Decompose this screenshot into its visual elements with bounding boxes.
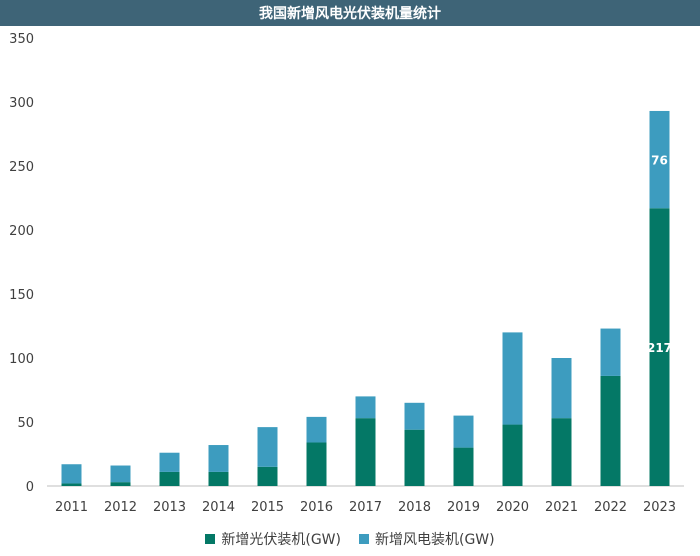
- data-label: 217: [647, 341, 672, 355]
- legend: 新增光伏装机(GW) 新增风电装机(GW): [0, 528, 700, 550]
- bar-wind-2021: [551, 358, 572, 419]
- x-tick-label: 2019: [447, 500, 480, 515]
- y-tick-label: 150: [9, 288, 34, 303]
- bar-solar-2016: [306, 442, 327, 486]
- y-tick-label: 200: [9, 224, 34, 239]
- bar-solar-2017: [355, 418, 376, 486]
- x-tick-label: 2015: [251, 500, 284, 515]
- x-tick-label: 2011: [55, 500, 88, 515]
- data-label: 76: [651, 154, 668, 168]
- legend-item-wind: 新增风电装机(GW): [359, 529, 495, 549]
- x-tick-label: 2020: [496, 500, 529, 515]
- bar-wind-2020: [502, 332, 523, 425]
- x-tick-label: 2013: [153, 500, 186, 515]
- bar-solar-2022: [600, 375, 621, 486]
- bar-wind-2016: [306, 416, 327, 443]
- bar-solar-2021: [551, 418, 572, 486]
- legend-swatch-solar: [205, 534, 216, 544]
- bar-solar-2014: [208, 471, 229, 486]
- bar-solar-2020: [502, 424, 523, 486]
- y-tick-label: 350: [9, 32, 34, 47]
- bar-solar-2023: [649, 208, 670, 487]
- legend-label-wind: 新增风电装机(GW): [375, 532, 495, 548]
- legend-item-solar: 新增光伏装机(GW): [205, 529, 341, 549]
- chart-title: 我国新增风电光伏装机量统计: [0, 0, 700, 26]
- y-tick-label: 300: [9, 96, 34, 111]
- y-tick-label: 50: [17, 416, 34, 431]
- x-tick-label: 2023: [643, 500, 676, 515]
- bar-wind-2019: [453, 415, 474, 448]
- bar-solar-2012: [110, 482, 131, 486]
- bar-wind-2012: [110, 465, 131, 483]
- x-tick-label: 2014: [202, 500, 235, 515]
- y-tick-label: 250: [9, 160, 34, 175]
- bar-solar-2019: [453, 447, 474, 486]
- bar-wind-2011: [61, 464, 82, 484]
- y-tick-label: 0: [26, 480, 34, 495]
- legend-label-solar: 新增光伏装机(GW): [221, 532, 341, 548]
- x-tick-label: 2018: [398, 500, 431, 515]
- bar-solar-2018: [404, 429, 425, 486]
- bar-solar-2011: [61, 483, 82, 486]
- bar-wind-2014: [208, 445, 229, 472]
- x-tick-label: 2016: [300, 500, 333, 515]
- bar-wind-2018: [404, 402, 425, 430]
- legend-swatch-wind: [359, 534, 369, 544]
- bar-wind-2023: [649, 110, 670, 209]
- x-tick-label: 2017: [349, 500, 382, 515]
- x-tick-label: 2022: [594, 500, 627, 515]
- x-tick-label: 2021: [545, 500, 578, 515]
- bar-wind-2013: [159, 452, 180, 472]
- bar-solar-2015: [257, 466, 278, 486]
- bar-wind-2015: [257, 427, 278, 467]
- bar-wind-2022: [600, 328, 621, 376]
- y-tick-label: 100: [9, 352, 34, 367]
- bar-solar-2013: [159, 471, 180, 486]
- x-tick-label: 2012: [104, 500, 137, 515]
- bar-wind-2017: [355, 396, 376, 419]
